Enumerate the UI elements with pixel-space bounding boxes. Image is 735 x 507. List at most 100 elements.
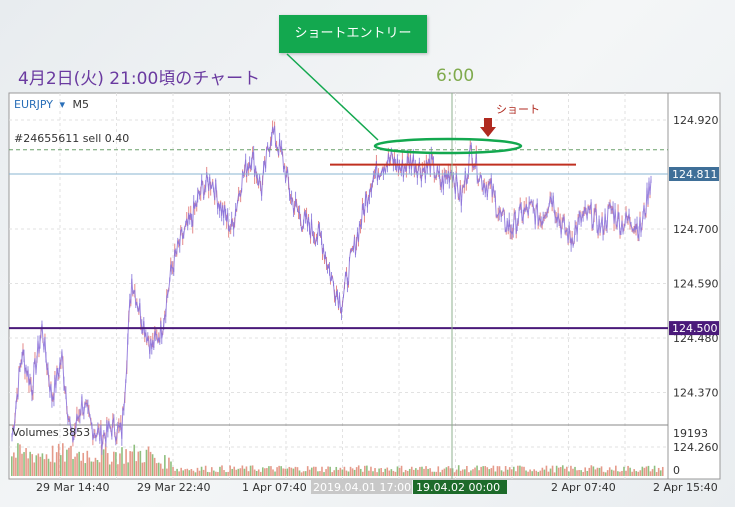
volume-bar (519, 465, 521, 476)
volume-bar (90, 461, 93, 476)
volume-bar (596, 467, 599, 476)
volume-bar (355, 467, 358, 476)
volume-bar (313, 466, 315, 476)
volume-bar (449, 468, 452, 476)
volume-bar (592, 466, 595, 476)
short-entry-callout: ショートエントリー (279, 15, 427, 53)
volume-bar (276, 467, 278, 476)
volume-bar (200, 466, 203, 476)
volume-bar (539, 470, 542, 476)
volume-bar (41, 453, 44, 476)
volume-bar (104, 443, 107, 476)
volume-bar (329, 466, 331, 476)
volume-bar (343, 466, 346, 476)
volume-bar (568, 471, 570, 476)
volume-bar (70, 445, 72, 476)
volume-bar (86, 450, 89, 476)
volume-bar (282, 468, 285, 476)
volume-bar (264, 468, 266, 476)
volume-bar (574, 466, 576, 476)
volume-bar (296, 467, 299, 476)
volume-bar (506, 469, 509, 476)
volume-bar (202, 469, 205, 476)
volume-bar (333, 470, 336, 476)
volume-bar (164, 455, 166, 476)
volume-bar (255, 471, 258, 476)
short-label: ショート (496, 103, 540, 116)
volume-bar (51, 445, 54, 476)
volume-bar (545, 465, 548, 476)
volume-bar (35, 455, 38, 476)
volume-bar (476, 465, 478, 476)
volume-bar (125, 449, 127, 476)
volume-bar (376, 472, 378, 476)
volume-bar (623, 466, 625, 476)
volume-bar (294, 466, 297, 476)
volume-bar (227, 471, 229, 476)
volume-bar (555, 465, 558, 476)
volume-bar (57, 443, 60, 476)
volume-bar (327, 466, 329, 476)
volume-bar (504, 466, 507, 476)
y-tick-label: 124.260 (673, 441, 719, 454)
volume-bar (390, 469, 393, 476)
volume-bar (523, 466, 525, 476)
volume-bar (43, 459, 46, 476)
volume-bar (88, 457, 91, 476)
volume-bar (651, 469, 654, 476)
volume-bar (317, 471, 319, 476)
entry-highlight-ellipse (373, 137, 523, 155)
volume-bar (11, 456, 13, 476)
volume-bar (429, 468, 431, 476)
volume-bar (149, 451, 152, 476)
volume-bar (188, 470, 191, 476)
volume-bar (459, 470, 462, 476)
volume-bar (639, 470, 642, 476)
volume-bar (304, 471, 307, 476)
volume-bar (59, 455, 62, 476)
volume-bar (637, 471, 640, 476)
volume-bar (15, 457, 17, 476)
volume-bar (17, 443, 19, 476)
volume-bar (413, 469, 415, 476)
volume-bar (388, 470, 391, 476)
volume-bar (612, 470, 615, 476)
volume-bar (106, 453, 109, 476)
volume-bar (45, 454, 48, 476)
y-tick-label: 124.480 (673, 332, 719, 345)
volume-bar (547, 471, 550, 476)
volume-bar (143, 462, 146, 476)
volume-bar (661, 466, 664, 476)
volume-axis-max: 19193 (673, 427, 708, 440)
horizontal-level-tag (669, 321, 719, 336)
volume-bar (80, 460, 82, 476)
volume-bar (323, 472, 325, 476)
volume-bar (74, 456, 76, 476)
crosshair-time-tag-bg (311, 480, 412, 494)
volume-bar (394, 471, 397, 476)
volume-bar (641, 466, 644, 476)
volume-bar (492, 465, 495, 476)
volumes-label: Volumes 3853 (12, 426, 90, 439)
volume-bar (482, 466, 484, 476)
volume-bar (619, 471, 621, 476)
chart-caption: 4月2日(火) 21:00頃のチャート (18, 69, 261, 89)
volume-bar (82, 452, 85, 476)
volume-bar (586, 470, 589, 476)
volume-bar (286, 468, 289, 476)
volume-bar (84, 463, 87, 476)
volume-bar (502, 471, 505, 476)
volume-bar (168, 457, 170, 476)
volume-bar (176, 468, 178, 476)
volume-bar (380, 467, 382, 476)
volume-bar (215, 471, 217, 476)
volume-bar (115, 452, 117, 476)
volume-bar (170, 461, 172, 476)
volume-bar (298, 470, 301, 476)
volume-bar (486, 467, 489, 476)
volume-bar (268, 466, 270, 476)
volume-bar (321, 466, 323, 476)
symbol-dropdown-icon[interactable]: ▾ (60, 98, 66, 111)
volume-bar (108, 464, 111, 476)
volume-bar (151, 454, 154, 476)
